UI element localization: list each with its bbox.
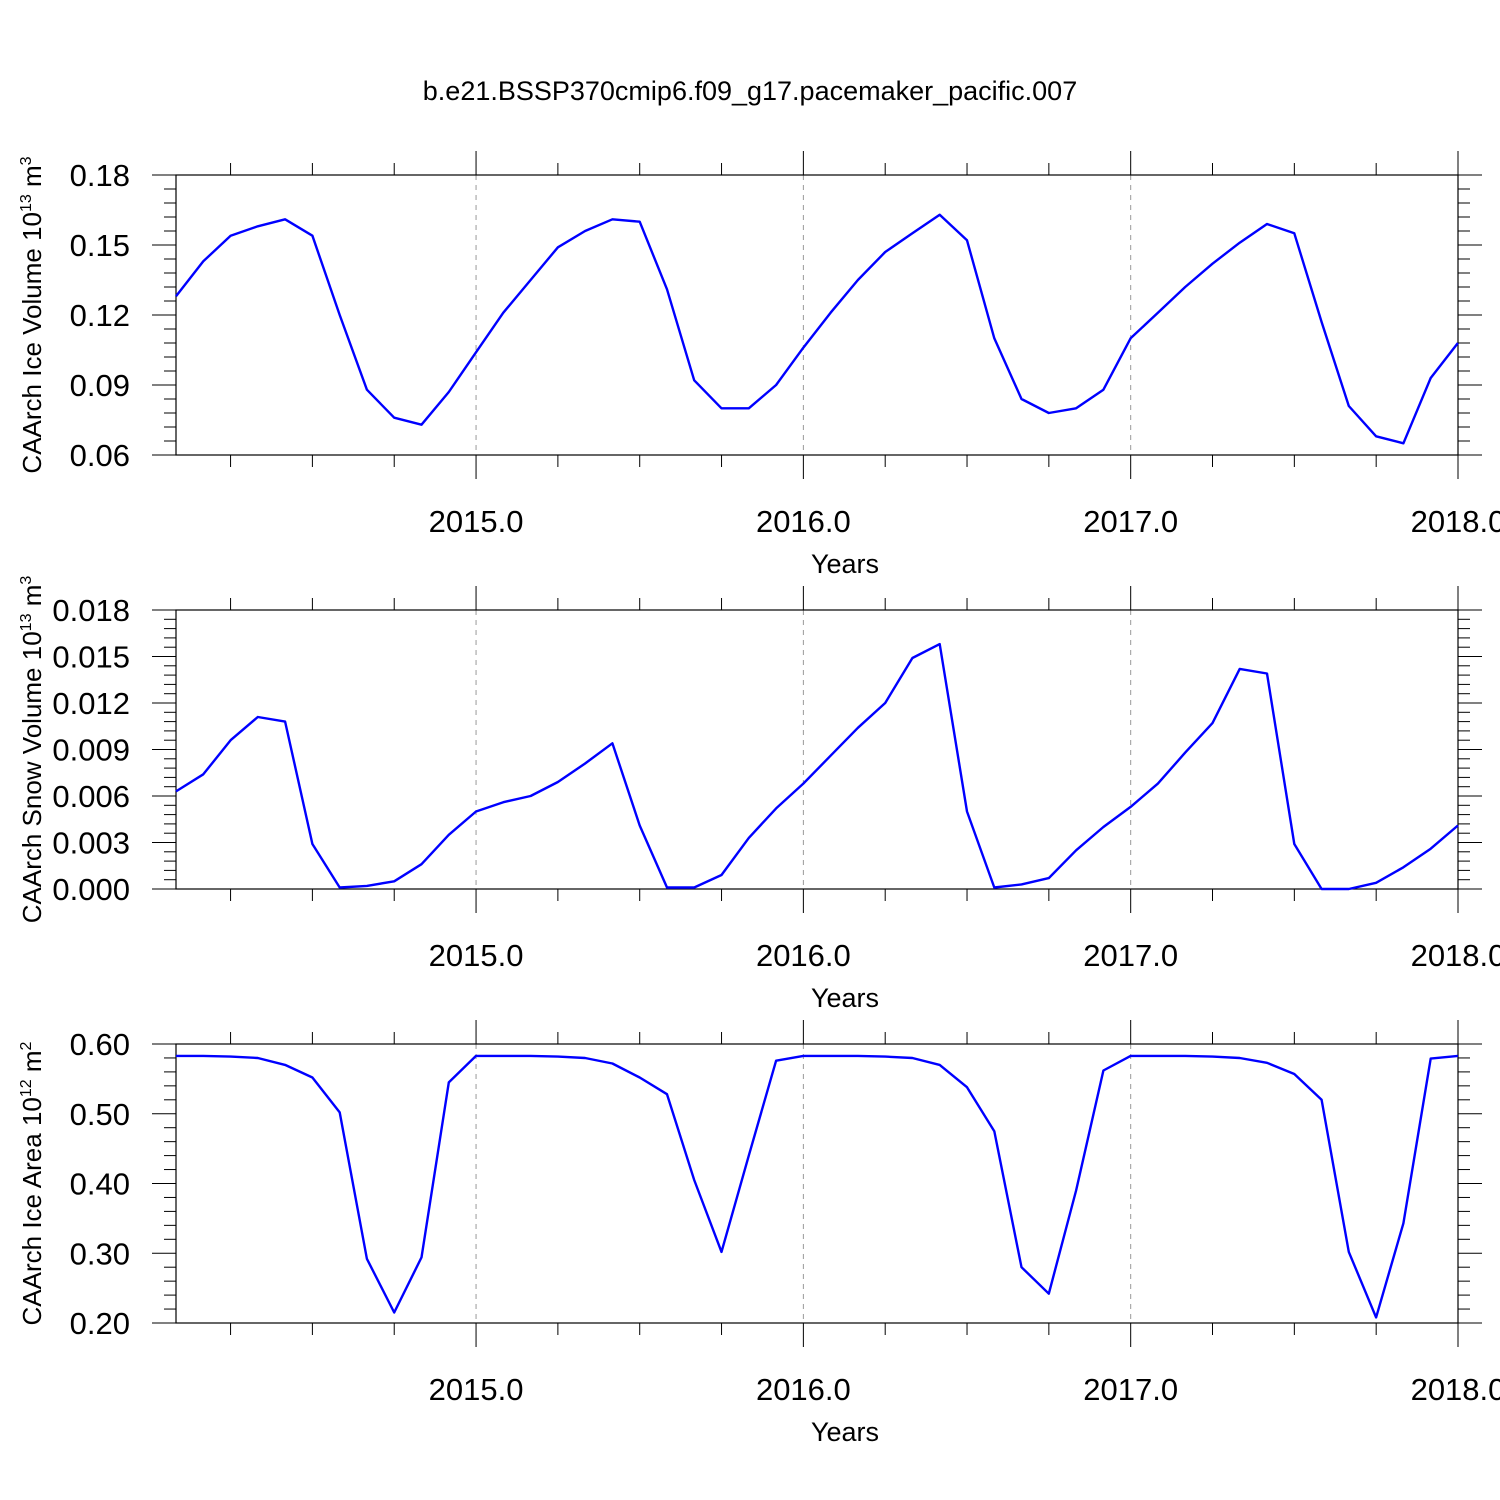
plot-frame [175, 1043, 1459, 1324]
x-tick-label: 2015.0 [429, 938, 524, 973]
y-tick-label: 0.30 [70, 1236, 130, 1271]
chart-title: b.e21.BSSP370cmip6.f09_g17.pacemaker_pac… [422, 76, 1078, 106]
series-line-1 [176, 1054, 1459, 1319]
y-tick-label: 0.20 [70, 1306, 130, 1341]
x-tick-label: 2015.0 [429, 1372, 524, 1407]
panel-3: 0.20 0.30 0.40 0.50 0.60 2015.0 2016.0 2017.0 20… [17, 1020, 1500, 1447]
x-axis-label: Years [811, 1417, 879, 1447]
y-axis-label: CAArch Ice Area 1012 m2 [17, 1041, 47, 1325]
x-tick-label: 2016.0 [756, 1372, 851, 1407]
x-tick-label: 2017.0 [1083, 504, 1178, 539]
y-tick-label: 0.06 [70, 438, 130, 473]
x-tick-label: 2017.0 [1083, 938, 1178, 973]
y-tick-label: 0.60 [70, 1027, 130, 1062]
y-axis-label: CAArch Ice Volume 1013 m3 [17, 156, 47, 473]
y-tick-label: 0.009 [52, 733, 130, 768]
y-tick-label: 0.15 [70, 228, 130, 263]
series-line-1 [175, 213, 1459, 445]
x-axis-label: Years [811, 983, 879, 1013]
panel-2: 0.000 0.003 0.006 0.009 0.012 0.015 0.018 2015.… [17, 576, 1500, 1013]
x-tick-label: 2016.0 [756, 938, 851, 973]
y-tick-label: 0.09 [70, 368, 130, 403]
plot-frame [175, 609, 1459, 890]
x-axis-label: Years [811, 549, 879, 579]
y-tick-label: 0.40 [70, 1167, 130, 1202]
y-tick-label: 0.000 [52, 872, 130, 907]
x-tick-label: 2017.0 [1083, 1372, 1178, 1407]
y-tick-label: 0.012 [52, 686, 130, 721]
y-tick-label: 0.12 [70, 298, 130, 333]
y-tick-label: 0.006 [52, 779, 130, 814]
y-tick-label: 0.003 [52, 826, 130, 861]
x-tick-label: 2018.0 [1411, 1372, 1500, 1407]
panel-1: 0.06 0.09 0.12 0.15 0.18 2015.0 2016.0 2017.0 20… [17, 151, 1500, 579]
x-tick-label: 2016.0 [756, 504, 851, 539]
y-tick-label: 0.018 [52, 593, 130, 628]
x-tick-label: 2015.0 [429, 504, 524, 539]
plot-frame [175, 174, 1459, 456]
y-tick-label: 0.015 [52, 640, 130, 675]
y-tick-label: 0.18 [70, 158, 130, 193]
y-tick-label: 0.50 [70, 1097, 130, 1132]
x-tick-label: 2018.0 [1411, 504, 1500, 539]
series-line-1 [175, 642, 1459, 891]
y-axis-label: CAArch Snow Volume 1013 m3 [17, 576, 47, 924]
x-tick-label: 2018.0 [1411, 938, 1500, 973]
